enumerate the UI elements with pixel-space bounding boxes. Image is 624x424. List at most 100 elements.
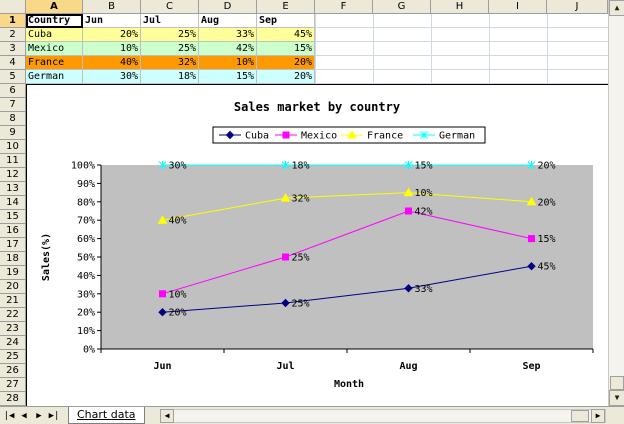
row-header-15[interactable]: 15: [0, 210, 26, 224]
cell-mexico-aug[interactable]: 42%: [199, 42, 257, 56]
legend-marker-mexico: [282, 131, 290, 139]
cell-country-mexico[interactable]: Mexico: [26, 42, 83, 56]
cell-cuba-aug[interactable]: 33%: [199, 28, 257, 42]
cell-german-jul[interactable]: 18%: [141, 70, 199, 84]
cell-country-cuba[interactable]: Cuba: [26, 28, 83, 42]
data-point-cuba-jun: [158, 307, 167, 317]
row-header-10[interactable]: 10: [0, 140, 26, 154]
cell-france-sep[interactable]: 20%: [257, 56, 315, 70]
cell-mexico-sep[interactable]: 15%: [257, 42, 315, 56]
data-label-german-sep: 20%: [538, 161, 556, 172]
y-tick-label: 40%: [77, 271, 95, 282]
row-header-13[interactable]: 13: [0, 182, 26, 196]
column-header-a[interactable]: A: [26, 0, 83, 14]
cell-b1[interactable]: Jun: [83, 14, 141, 28]
column-header-e[interactable]: E: [257, 0, 315, 14]
scroll-up-icon[interactable]: ▲: [609, 0, 624, 16]
cell-cuba-jun[interactable]: 20%: [83, 28, 141, 42]
data-point-mexico-jun: [159, 290, 166, 298]
data-point-france-aug: [403, 187, 414, 197]
y-tick-label: 50%: [77, 253, 95, 264]
row-header-5[interactable]: 5: [0, 70, 26, 84]
row-header-14[interactable]: 14: [0, 196, 26, 210]
row-header-18[interactable]: 18: [0, 252, 26, 266]
data-label-cuba-sep: 45%: [538, 262, 556, 273]
column-header-f[interactable]: F: [315, 0, 373, 14]
row-header-2[interactable]: 2: [0, 28, 26, 42]
prev-sheet-icon[interactable]: ◀: [21, 411, 27, 421]
row-header-20[interactable]: 20: [0, 280, 26, 294]
row-header-1[interactable]: 1: [0, 14, 26, 28]
row-header-8[interactable]: 8: [0, 112, 26, 126]
row-header-6[interactable]: 6: [0, 84, 26, 98]
cell-a1[interactable]: Country: [26, 14, 83, 28]
cell-cuba-sep[interactable]: 45%: [257, 28, 315, 42]
data-point-cuba-jul: [281, 298, 290, 308]
series-line-mexico: [162, 210, 532, 295]
select-all-corner[interactable]: [0, 0, 26, 14]
vertical-scroll-thumb[interactable]: [610, 376, 624, 390]
data-point-mexico-aug: [405, 207, 412, 215]
row-header-19[interactable]: 19: [0, 266, 26, 280]
data-point-mexico-sep: [528, 235, 535, 243]
cell-france-jun[interactable]: 40%: [83, 56, 141, 70]
column-header-g[interactable]: G: [373, 0, 431, 14]
last-sheet-icon[interactable]: ▶|: [48, 411, 60, 421]
next-sheet-icon[interactable]: ▶: [36, 411, 42, 421]
horizontal-scroll-thumb[interactable]: [571, 410, 589, 422]
column-header-c[interactable]: C: [141, 0, 199, 14]
scroll-left-icon[interactable]: ◀: [160, 409, 174, 423]
data-point-german-jun: [158, 161, 167, 169]
cell-cuba-jul[interactable]: 25%: [141, 28, 199, 42]
row-header-28[interactable]: 28: [0, 392, 26, 406]
cell-country-german[interactable]: German: [26, 70, 83, 84]
legend-marker-german: [420, 131, 428, 139]
column-header-j[interactable]: J: [547, 0, 608, 14]
embedded-chart[interactable]: Sales market by country Cuba Mexico France G…: [26, 84, 608, 406]
row-header-3[interactable]: 3: [0, 42, 26, 56]
row-header-7[interactable]: 7: [0, 98, 26, 112]
cell-d1[interactable]: Aug: [199, 14, 257, 28]
cell-c1[interactable]: Jul: [141, 14, 199, 28]
row-header-27[interactable]: 27: [0, 378, 26, 392]
column-header-d[interactable]: D: [199, 0, 257, 14]
row-header-17[interactable]: 17: [0, 238, 26, 252]
data-point-france-jul: [280, 193, 291, 202]
sheet-tab-chart-data[interactable]: Chart data: [68, 407, 145, 424]
row-header-23[interactable]: 23: [0, 322, 26, 336]
cell-mexico-jul[interactable]: 25%: [141, 42, 199, 56]
cell-e1[interactable]: Sep: [257, 14, 315, 28]
cell-german-sep[interactable]: 20%: [257, 70, 315, 84]
row-header-21[interactable]: 21: [0, 294, 26, 308]
scroll-right-icon[interactable]: ▶: [591, 409, 605, 423]
row-header-25[interactable]: 25: [0, 350, 26, 364]
data-point-cuba-aug: [404, 284, 413, 293]
scroll-down-icon[interactable]: ▼: [609, 390, 624, 406]
column-header-b[interactable]: B: [83, 0, 141, 14]
cell-german-jun[interactable]: 30%: [83, 70, 141, 84]
data-point-cuba-sep: [527, 261, 536, 271]
series-line-cuba: [162, 265, 532, 313]
row-header-24[interactable]: 24: [0, 336, 26, 350]
gridline-horizontal: [26, 69, 608, 70]
cell-country-france[interactable]: France: [26, 56, 83, 70]
data-label-german-jul: 18%: [292, 161, 310, 172]
row-header-4[interactable]: 4: [0, 56, 26, 70]
row-header-9[interactable]: 9: [0, 126, 26, 140]
row-header-22[interactable]: 22: [0, 308, 26, 322]
horizontal-scrollbar[interactable]: ◀ ▶: [160, 409, 606, 423]
y-tick-label: 20%: [77, 308, 95, 319]
row-header-12[interactable]: 12: [0, 168, 26, 182]
cell-france-jul[interactable]: 32%: [141, 56, 199, 70]
column-header-i[interactable]: I: [489, 0, 547, 14]
vertical-scrollbar[interactable]: ▲ ▼: [608, 0, 624, 406]
cell-france-aug[interactable]: 10%: [199, 56, 257, 70]
first-sheet-icon[interactable]: |◀: [3, 411, 15, 421]
row-header-26[interactable]: 26: [0, 364, 26, 378]
resize-grip[interactable]: [608, 407, 624, 424]
column-header-h[interactable]: H: [431, 0, 489, 14]
cell-mexico-jun[interactable]: 10%: [83, 42, 141, 56]
row-header-11[interactable]: 11: [0, 154, 26, 168]
row-header-16[interactable]: 16: [0, 224, 26, 238]
cell-german-aug[interactable]: 15%: [199, 70, 257, 84]
